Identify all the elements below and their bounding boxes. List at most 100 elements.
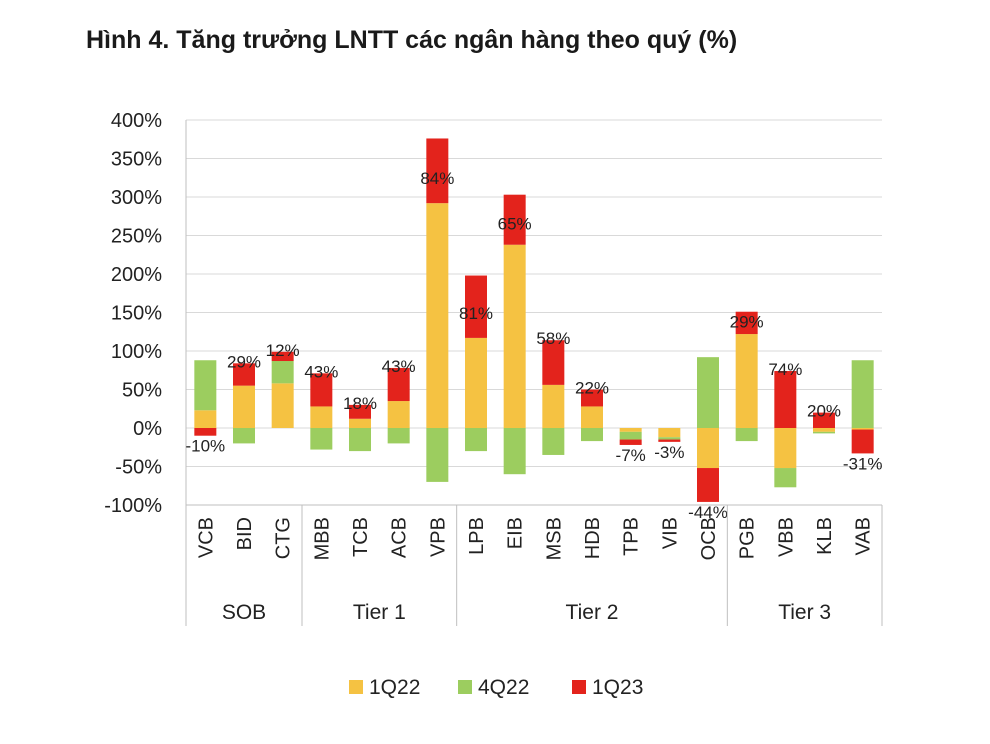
bar-ctg-1q22 [271, 383, 294, 428]
x-tick-label-ctg: CTG [273, 517, 295, 559]
bar-bid-1q23 [233, 363, 255, 386]
bar-ctg-1q23 [271, 351, 294, 362]
data-label-vpb: 84% [420, 169, 454, 188]
data-label-pgb: 29% [730, 312, 764, 331]
y-tick-label: -100% [104, 495, 162, 517]
x-tick-label-vpb: VPB [427, 517, 449, 557]
bar-tcb-4q22 [349, 428, 371, 452]
x-tick-label-vab: VAB [853, 517, 875, 556]
bar-tcb-1q22 [349, 418, 371, 428]
y-tick-label: 250% [111, 226, 162, 248]
bar-ocb-1q22 [697, 428, 719, 469]
data-label-ctg: 12% [266, 341, 300, 360]
data-label-vab: -31% [843, 454, 883, 473]
x-tick-label-vib: VIB [659, 517, 681, 549]
x-tick-label-pgb: PGB [737, 517, 759, 559]
bar-ocb-4q22 [697, 357, 719, 428]
bar-eib-1q22 [503, 244, 526, 428]
bar-pgb-1q23 [735, 311, 758, 335]
y-tick-label: 350% [111, 149, 162, 171]
data-label-bid: 29% [227, 352, 261, 371]
group-label-tier-1: Tier 1 [353, 601, 406, 624]
data-label-lpb: 81% [459, 304, 493, 323]
legend-swatch-1q22 [349, 680, 363, 694]
y-axis: 400% 350% 300% 250% 200% 150% 100% 50% 0% -50% -10… [104, 110, 187, 517]
y-tick-label: 300% [111, 187, 162, 209]
x-tick-label-acb: ACB [389, 517, 411, 558]
bar-hdb-1q22 [581, 406, 603, 428]
bar-tcb-1q23 [349, 404, 371, 419]
bar-vib-1q23 [658, 439, 681, 442]
bar-vcb-1q22 [194, 410, 217, 428]
legend: 1Q22 4Q22 1Q23 [349, 676, 643, 699]
bar-mbb-1q22 [310, 406, 333, 428]
bar-tpb-4q22 [619, 431, 642, 440]
bar-vcb-1q23 [194, 428, 217, 436]
data-label-vbb: 74% [768, 360, 802, 379]
bar-acb-1q22 [387, 401, 410, 428]
data-labels: -10%29%12%43%18%43%84%81%65%58%22%-7% -3%… [185, 169, 882, 522]
x-tick-label-klb: KLB [814, 517, 836, 555]
bar-bid-4q22 [233, 428, 255, 444]
bar-ctg-4q22 [271, 361, 294, 384]
chart-title: Hình 4. Tăng trưởng LNTT các ngân hàng t… [86, 26, 738, 54]
x-tick-label-msb: MSB [543, 517, 565, 560]
bar-vab-4q22 [851, 360, 874, 428]
bar-hdb-4q22 [581, 428, 603, 442]
bars [194, 138, 874, 502]
bar-vpb-1q23 [426, 138, 449, 204]
bar-tpb-1q23 [619, 439, 642, 445]
y-tick-label: 50% [122, 380, 162, 402]
x-tick-label-vcb: VCB [195, 517, 217, 558]
y-tick-label: -50% [115, 457, 162, 479]
bar-eib-1q23 [503, 194, 526, 245]
bar-eib-4q22 [503, 428, 526, 475]
bar-lpb-1q22 [465, 337, 487, 428]
data-label-ocb: -44% [688, 503, 728, 522]
x-tick-label-hdb: HDB [582, 517, 604, 559]
bar-msb-4q22 [542, 428, 565, 455]
bar-tpb-1q22 [619, 428, 642, 432]
x-tick-label-mbb: MBB [311, 517, 333, 560]
bar-klb-1q22 [813, 428, 835, 432]
bar-pgb-1q22 [735, 334, 758, 428]
bar-vpb-4q22 [426, 428, 449, 482]
bar-vib-4q22 [658, 437, 681, 440]
bar-msb-1q22 [542, 384, 565, 428]
x-tick-label-vbb: VBB [775, 517, 797, 557]
legend-label-1q22: 1Q22 [369, 676, 420, 699]
x-tick-label-eib: EIB [505, 517, 527, 549]
x-tick-label-bid: BID [234, 517, 256, 550]
y-tick-label: 200% [111, 264, 162, 286]
y-tick-label: 100% [111, 341, 162, 363]
bar-lpb-1q23 [465, 275, 487, 338]
data-label-hdb: 22% [575, 379, 609, 398]
legend-swatch-4q22 [458, 680, 472, 694]
data-label-mbb: 43% [304, 362, 338, 381]
x-tick-label-lpb: LPB [466, 517, 488, 555]
data-label-tpb: -7% [616, 446, 646, 465]
group-label-sob: SOB [222, 601, 266, 624]
bar-pgb-4q22 [735, 428, 758, 442]
bar-acb-4q22 [387, 428, 410, 444]
bar-bid-1q22 [233, 385, 255, 428]
bar-lpb-4q22 [465, 428, 487, 452]
bar-vib-1q22 [658, 428, 681, 438]
bar-ocb-1q23 [697, 468, 719, 502]
bar-vab-1q23 [851, 429, 874, 454]
bar-vbb-1q22 [774, 428, 797, 469]
x-tick-label-tcb: TCB [350, 517, 372, 557]
bar-vpb-1q22 [426, 203, 449, 428]
bar-vab-1q22 [851, 428, 874, 430]
data-label-klb: 20% [807, 402, 841, 421]
bar-klb-1q23 [813, 412, 835, 428]
bar-acb-1q23 [387, 367, 410, 402]
legend-label-4q22: 4Q22 [478, 676, 529, 699]
y-tick-label: 400% [111, 110, 162, 132]
bar-mbb-4q22 [310, 428, 333, 450]
legend-swatch-1q23 [572, 680, 586, 694]
data-label-tcb: 18% [343, 394, 377, 413]
bar-mbb-1q23 [310, 373, 333, 407]
data-label-vcb: -10% [185, 437, 225, 456]
